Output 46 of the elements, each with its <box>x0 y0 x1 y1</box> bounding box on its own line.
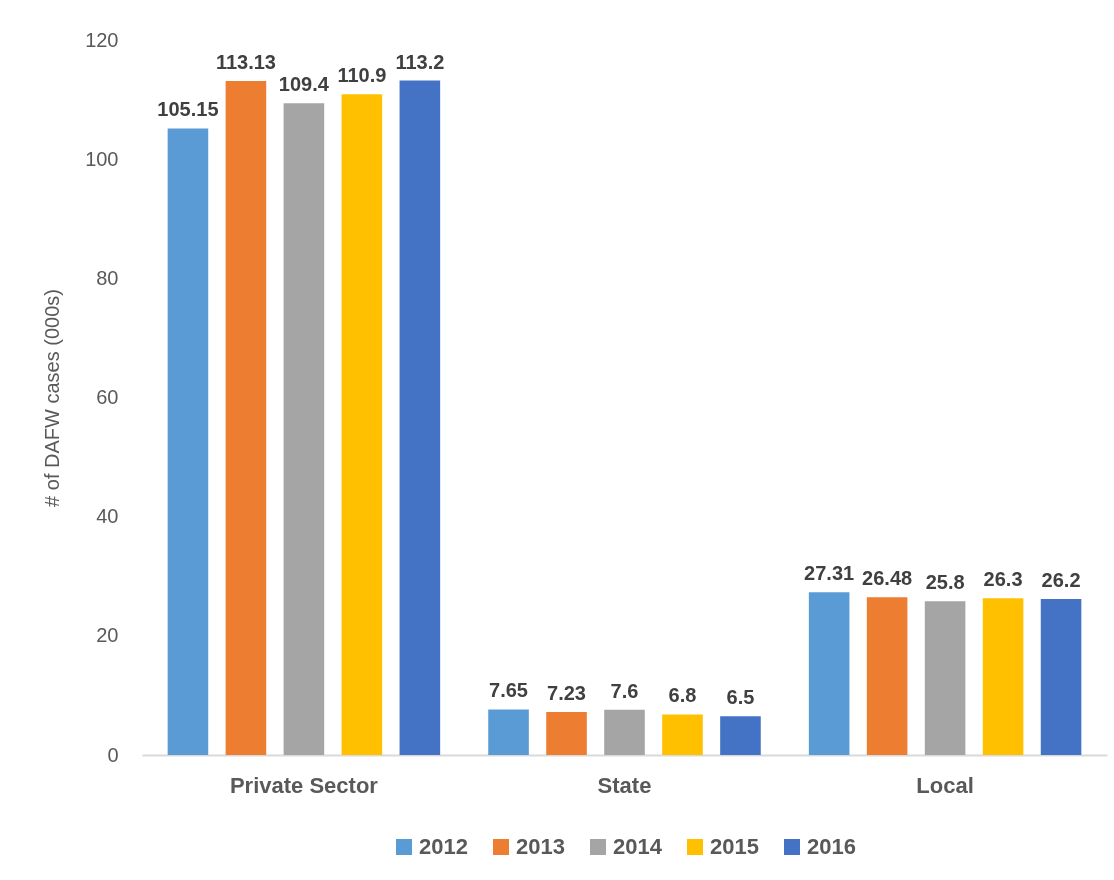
bar <box>167 128 209 755</box>
legend-label: 2014 <box>613 834 663 859</box>
y-tick-label: 0 <box>107 743 119 766</box>
y-tick-label: 100 <box>85 147 119 170</box>
data-label: 113.2 <box>395 50 445 73</box>
bar <box>720 716 761 755</box>
legend-label: 2016 <box>807 834 856 859</box>
data-label: 7.65 <box>489 679 529 702</box>
y-axis-title: # of DAFW cases (000s) <box>41 289 64 507</box>
data-label: 109.4 <box>278 73 330 96</box>
bar <box>225 80 267 755</box>
data-label: 26.2 <box>1041 568 1081 591</box>
data-label: 26.3 <box>983 568 1023 591</box>
bar <box>546 711 587 755</box>
bar <box>283 103 325 755</box>
data-label: 7.23 <box>547 681 586 704</box>
y-tick-label: 80 <box>96 266 119 289</box>
data-label: 6.8 <box>668 684 697 707</box>
bar <box>662 714 703 755</box>
bar <box>982 598 1024 755</box>
legend-label: 2012 <box>419 834 468 859</box>
data-label: 25.8 <box>925 571 965 594</box>
data-label: 27.31 <box>804 562 855 585</box>
legend-label: 2013 <box>516 834 565 859</box>
legend-label: 2015 <box>710 834 759 859</box>
data-label: 113.13 <box>215 50 276 73</box>
y-tick-label: 20 <box>96 624 119 647</box>
x-tick-label: Private Sector <box>229 772 379 798</box>
y-tick-label: 120 <box>85 28 119 51</box>
data-label: 7.6 <box>610 679 639 702</box>
bar <box>341 94 383 755</box>
bar <box>808 592 850 755</box>
data-label: 110.9 <box>337 64 387 87</box>
y-tick-label: 60 <box>96 386 119 408</box>
bar <box>399 80 441 755</box>
x-tick-label: Local <box>916 772 974 798</box>
bar <box>866 597 908 755</box>
bar <box>604 709 645 755</box>
x-tick-label: State <box>597 772 652 798</box>
bar <box>924 601 966 755</box>
data-label: 6.5 <box>726 686 755 709</box>
y-tick-label: 40 <box>96 505 119 528</box>
bar <box>1040 598 1082 755</box>
data-label: 26.48 <box>862 567 913 590</box>
data-label: 105.15 <box>157 98 219 121</box>
bar <box>488 709 529 755</box>
